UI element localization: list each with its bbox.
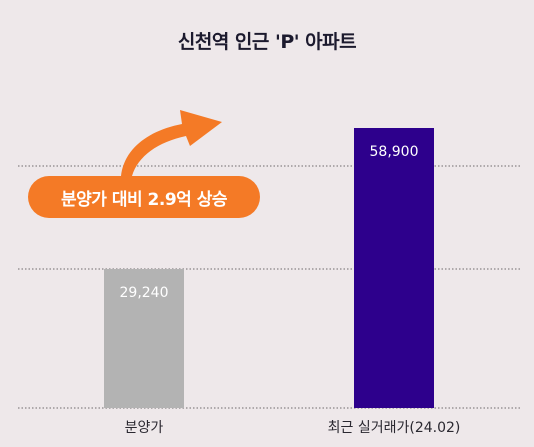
increase-annotation-badge: 분양가 대비 2.9억 상승 [28,176,260,218]
bar-2 [354,128,434,408]
chart-title: 신천역 인근 'P' 아파트 [177,31,357,53]
category-label: 분양가 [125,420,164,436]
labels: 29,240 분양가 58,900 최근 실거래가(24.02) [120,144,461,436]
bar-value-label: 29,240 [120,285,169,301]
upward-curved-arrow-icon [121,110,222,176]
bar-1 [104,268,184,408]
category-label: 최근 실거래가(24.02) [328,420,461,436]
bar-value-label: 58,900 [370,144,419,160]
bars [104,128,434,408]
